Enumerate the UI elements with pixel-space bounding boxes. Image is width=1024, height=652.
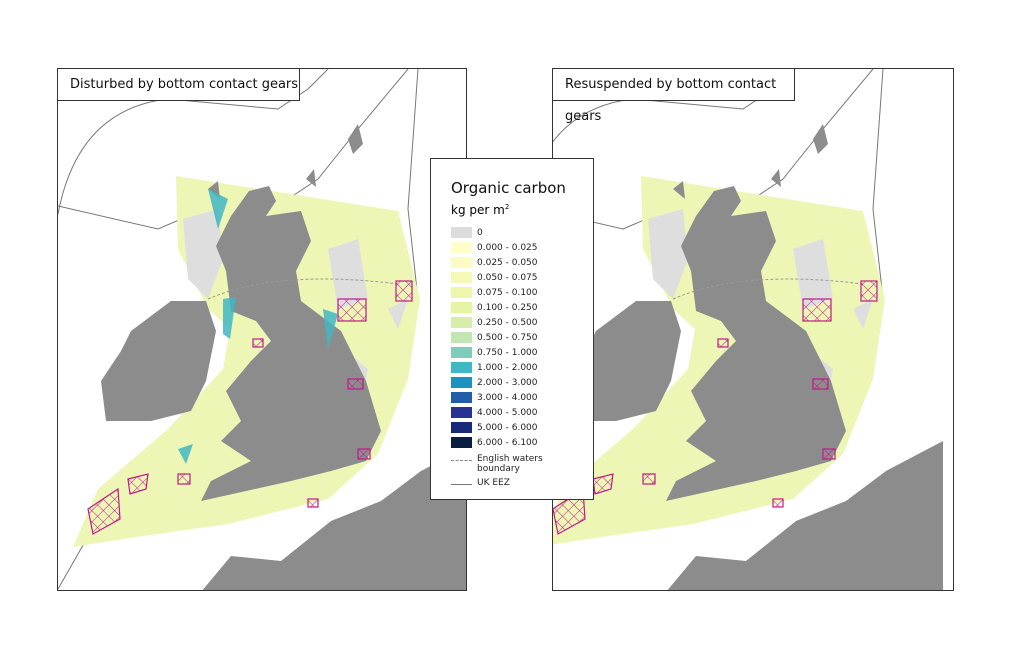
legend-swatch	[451, 362, 472, 373]
legend-swatch	[451, 347, 472, 358]
panel-title: Resuspended by bottom contact gears	[553, 69, 795, 124]
legend-uk-eez: UK EEZ	[451, 478, 593, 488]
legend-item: 0.100 - 0.250	[451, 300, 593, 315]
legend-swatch	[451, 407, 472, 418]
map-disturbed	[58, 69, 466, 590]
legend-swatch	[451, 227, 472, 238]
legend-swatch	[451, 317, 472, 328]
legend-label: 0.100 - 0.250	[477, 302, 538, 313]
legend-swatch	[451, 377, 472, 388]
legend-label: 4.000 - 5.000	[477, 407, 538, 418]
legend-item: 0.075 - 0.100	[451, 285, 593, 300]
legend-label: 0.050 - 0.075	[477, 272, 538, 283]
legend-label: 0.075 - 0.100	[477, 287, 538, 298]
map-resuspended	[553, 69, 944, 590]
legend-swatch	[451, 392, 472, 403]
legend-item: 5.000 - 6.000	[451, 420, 593, 435]
legend-label: 0.250 - 0.500	[477, 317, 538, 328]
legend-swatch	[451, 422, 472, 433]
legend-swatch	[451, 272, 472, 283]
legend-item: 6.000 - 6.100	[451, 435, 593, 450]
legend-swatch	[451, 437, 472, 448]
legend-label: 0.500 - 0.750	[477, 332, 538, 343]
legend-item: 0.250 - 0.500	[451, 315, 593, 330]
legend-item: 4.000 - 5.000	[451, 405, 593, 420]
legend-item: 0	[451, 225, 593, 240]
legend-english-boundary: English waters boundary	[451, 454, 593, 474]
dashed-line-icon	[451, 460, 472, 461]
legend-swatch	[451, 287, 472, 298]
panel-title: Disturbed by bottom contact gears	[58, 69, 300, 101]
legend-label: 0	[477, 227, 483, 238]
map-panel-disturbed: Disturbed by bottom contact gears	[57, 68, 467, 591]
legend-item: 2.000 - 3.000	[451, 375, 593, 390]
legend-label: 0.025 - 0.050	[477, 257, 538, 268]
legend-swatch	[451, 302, 472, 313]
legend-label: 1.000 - 2.000	[477, 362, 538, 373]
legend-title: Organic carbon	[451, 179, 566, 197]
legend-label: 3.000 - 4.000	[477, 392, 538, 403]
legend-item: 3.000 - 4.000	[451, 390, 593, 405]
legend-unit: kg per m2	[451, 203, 510, 217]
legend-item: 0.000 - 0.025	[451, 240, 593, 255]
legend-label: 6.000 - 6.100	[477, 437, 538, 448]
legend-swatch	[451, 257, 472, 268]
legend-swatch	[451, 332, 472, 343]
legend-item: 0.500 - 0.750	[451, 330, 593, 345]
map-panel-resuspended: Resuspended by bottom contact gears	[552, 68, 954, 591]
legend-swatch	[451, 242, 472, 253]
legend-label: 5.000 - 6.000	[477, 422, 538, 433]
legend-label: 0.000 - 0.025	[477, 242, 538, 253]
legend: Organic carbon kg per m2 0 0.000 - 0.025 0…	[430, 158, 594, 500]
legend-item: 0.025 - 0.050	[451, 255, 593, 270]
legend-label: 2.000 - 3.000	[477, 377, 538, 388]
solid-line-icon	[451, 484, 472, 485]
legend-item: 0.050 - 0.075	[451, 270, 593, 285]
legend-label: 0.750 - 1.000	[477, 347, 538, 358]
legend-item: 1.000 - 2.000	[451, 360, 593, 375]
legend-item: 0.750 - 1.000	[451, 345, 593, 360]
